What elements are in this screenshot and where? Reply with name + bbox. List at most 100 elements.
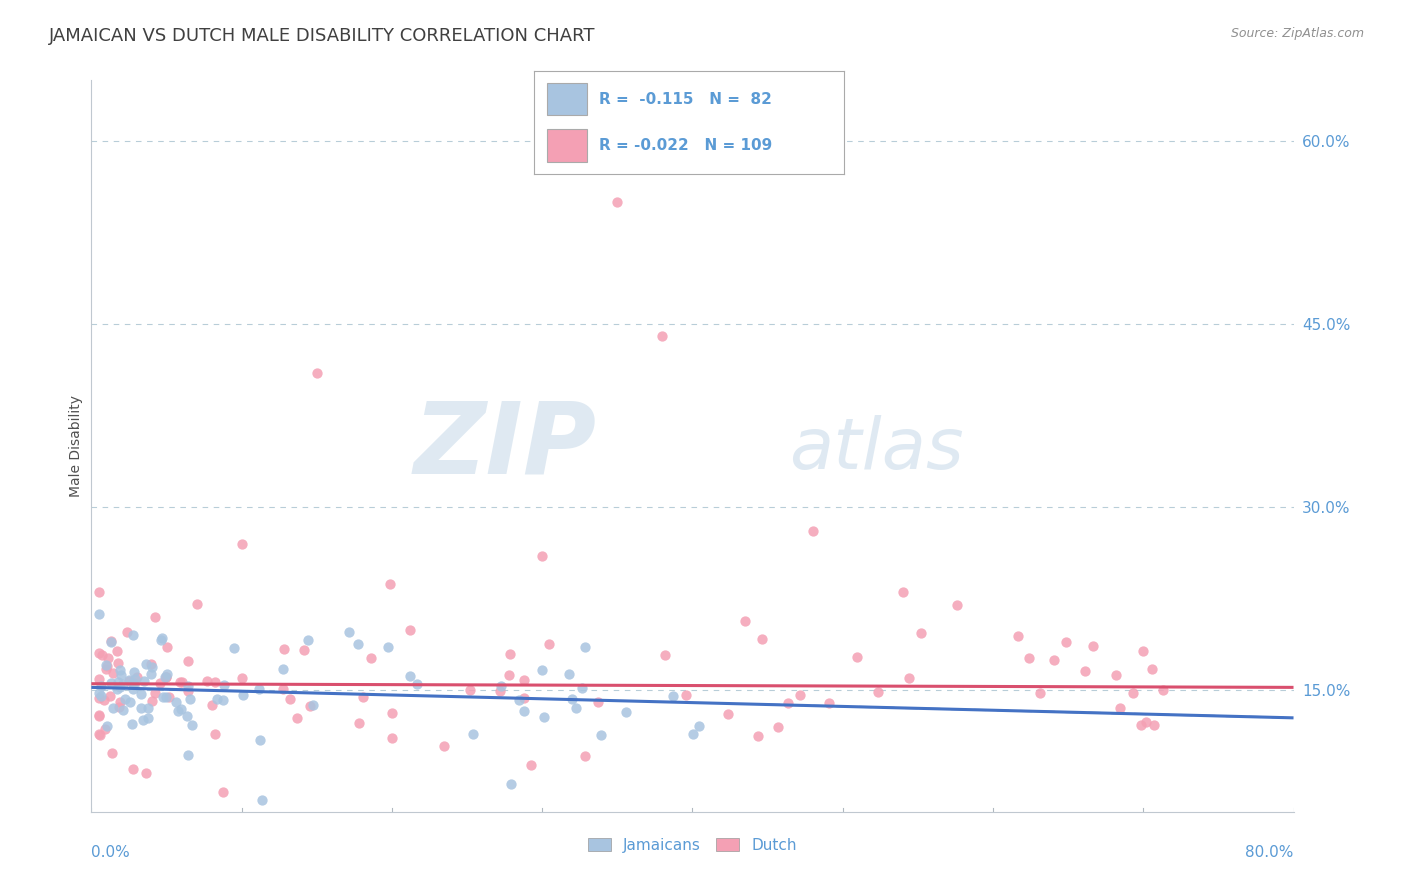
Point: [801, 524, 824, 539]
Point: [747, 729, 769, 743]
Point: [533, 710, 555, 724]
Point: [891, 585, 914, 599]
Point: [122, 678, 145, 692]
Point: [89, 728, 111, 742]
Point: [512, 690, 534, 705]
Point: [1043, 653, 1066, 667]
Point: [271, 682, 294, 697]
Point: [105, 644, 128, 658]
Point: [149, 676, 172, 690]
Point: [789, 688, 811, 702]
Point: [176, 709, 198, 723]
Point: [406, 677, 429, 691]
Point: [141, 657, 163, 671]
Point: [662, 689, 685, 703]
Point: [897, 672, 920, 686]
Point: [127, 670, 149, 684]
Point: [250, 792, 273, 806]
Point: [93, 693, 115, 707]
Point: [337, 625, 360, 640]
Point: [768, 720, 790, 734]
Point: [273, 641, 295, 656]
Point: [157, 690, 180, 704]
Point: [87, 727, 110, 741]
Legend: Jamaicans, Dutch: Jamaicans, Dutch: [582, 831, 803, 859]
Point: [299, 698, 322, 713]
Point: [122, 762, 145, 776]
Point: [176, 679, 198, 693]
Point: [100, 635, 122, 649]
Point: [179, 691, 201, 706]
Point: [508, 693, 530, 707]
Point: [205, 691, 228, 706]
Point: [115, 625, 138, 640]
Text: Source: ZipAtlas.com: Source: ZipAtlas.com: [1230, 27, 1364, 40]
Point: [574, 748, 596, 763]
Point: [910, 626, 932, 640]
Point: [87, 686, 110, 700]
Point: [177, 654, 200, 668]
Point: [87, 690, 110, 705]
Point: [285, 711, 308, 725]
Point: [1054, 634, 1077, 648]
Point: [231, 536, 253, 550]
Point: [561, 692, 583, 706]
Point: [122, 627, 145, 641]
Point: [129, 688, 152, 702]
Point: [614, 705, 637, 719]
Point: [143, 610, 166, 624]
Point: [1140, 663, 1163, 677]
Point: [121, 717, 143, 731]
Point: [121, 681, 143, 696]
Point: [716, 706, 738, 721]
Point: [156, 667, 179, 681]
Text: R =  -0.115   N =  82: R = -0.115 N = 82: [599, 92, 772, 106]
Point: [682, 727, 704, 741]
Point: [141, 660, 163, 674]
Point: [96, 658, 118, 673]
Point: [204, 675, 226, 690]
Point: [167, 704, 190, 718]
Point: [118, 695, 141, 709]
Point: [398, 669, 420, 683]
Point: [94, 662, 117, 676]
Point: [1105, 668, 1128, 682]
Point: [537, 637, 560, 651]
Point: [688, 719, 710, 733]
Point: [399, 623, 422, 637]
Text: R = -0.022   N = 109: R = -0.022 N = 109: [599, 137, 772, 153]
Point: [1152, 682, 1174, 697]
Point: [531, 663, 554, 677]
Point: [212, 677, 235, 691]
Point: [381, 731, 404, 746]
Point: [247, 681, 270, 696]
Point: [378, 576, 401, 591]
Point: [817, 696, 839, 710]
Point: [211, 785, 233, 799]
Point: [111, 677, 134, 691]
Point: [153, 670, 176, 684]
Point: [586, 695, 609, 709]
Point: [122, 676, 145, 690]
Point: [105, 682, 128, 697]
Point: [381, 706, 404, 720]
Point: [129, 701, 152, 715]
Point: [1109, 700, 1132, 714]
Point: [111, 703, 134, 717]
Point: [734, 614, 756, 628]
Point: [110, 668, 132, 682]
Point: [149, 632, 172, 647]
Point: [100, 634, 122, 648]
Point: [1130, 718, 1153, 732]
Point: [186, 598, 208, 612]
Point: [87, 646, 110, 660]
Point: [135, 657, 157, 671]
Bar: [547, 83, 586, 115]
Text: 0.0%: 0.0%: [91, 845, 131, 860]
Point: [1132, 643, 1154, 657]
Point: [155, 670, 177, 684]
Point: [122, 665, 145, 680]
Point: [135, 766, 157, 780]
Point: [1018, 650, 1040, 665]
Point: [1135, 714, 1157, 729]
